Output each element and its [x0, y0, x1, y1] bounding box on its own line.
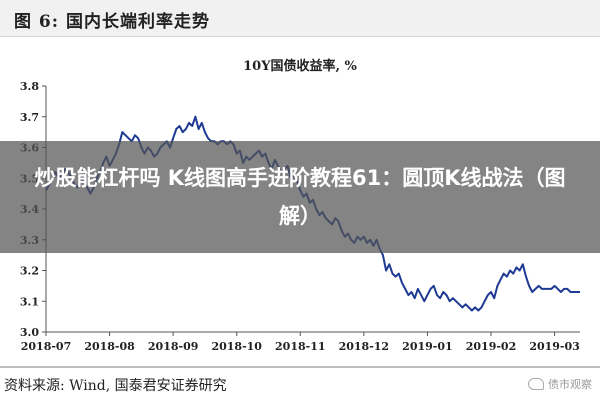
- figure-footer: 资料来源: Wind, 国泰君安证券研究 债市观察: [0, 366, 600, 402]
- x-tick-label: 2018-11: [275, 340, 326, 353]
- figure-title: 图 6: 国内长端利率走势: [14, 12, 210, 32]
- speech-bubble-icon: [528, 378, 544, 390]
- y-tick-label: 3.8: [20, 80, 39, 93]
- y-tick-label: 3.1: [20, 295, 39, 308]
- figure-header: 图 6: 国内长端利率走势: [0, 0, 600, 37]
- x-tick-label: 2019-02: [466, 340, 517, 353]
- y-tick-label: 3.7: [20, 111, 39, 124]
- x-tick-label: 2018-07: [21, 340, 72, 353]
- x-tick-label: 2019-03: [529, 340, 580, 353]
- source-note: 资料来源: Wind, 国泰君安证券研究: [4, 378, 227, 394]
- x-tick-label: 2018-08: [84, 340, 135, 353]
- watermark: 债市观察: [528, 376, 592, 392]
- y-tick-label: 3.0: [20, 326, 39, 339]
- x-tick-label: 2018-10: [211, 340, 262, 353]
- x-tick-label: 2018-12: [339, 340, 390, 353]
- banner-text[interactable]: 炒股能杠杆吗 K线图高手进阶教程61：圆顶K线战法（图解）: [34, 166, 566, 228]
- overlay-banner[interactable]: 炒股能杠杆吗 K线图高手进阶教程61：圆顶K线战法（图解）: [0, 141, 600, 253]
- chart-title: 10Y国债收益率, %: [243, 58, 357, 74]
- y-tick-label: 3.2: [20, 265, 39, 278]
- watermark-text: 债市观察: [548, 378, 592, 391]
- x-tick-label: 2018-09: [148, 340, 199, 353]
- x-tick-label: 2019-01: [402, 340, 453, 353]
